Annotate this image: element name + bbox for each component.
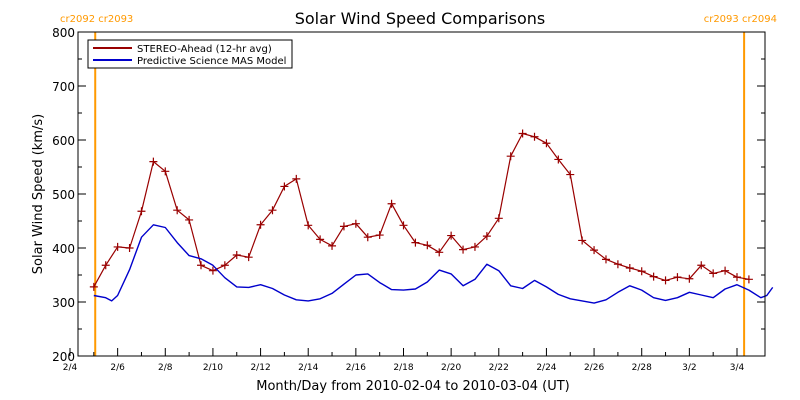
y-axis-ticks: 200 300 400 500 600 700 800: [52, 26, 765, 364]
stereo-ahead-point: [256, 220, 265, 229]
stereo-ahead-point: [673, 273, 682, 282]
stereo-ahead-point: [292, 174, 301, 183]
stereo-ahead-point: [232, 251, 241, 260]
x-tick-label: 2/16: [346, 363, 366, 373]
x-tick-label: 2/28: [632, 363, 652, 373]
stereo-ahead-point: [304, 221, 313, 230]
stereo-ahead-point: [89, 282, 98, 291]
stereo-ahead-point: [351, 219, 360, 228]
stereo-ahead-point: [459, 245, 468, 254]
y-tick-label: 600: [52, 134, 75, 148]
x-tick-label: 2/18: [393, 363, 413, 373]
legend: STEREO-Ahead (12-hr avg) Predictive Scie…: [87, 39, 293, 69]
stereo-ahead-point: [280, 182, 289, 191]
stereo-ahead-point: [578, 236, 587, 245]
stereo-ahead-point: [482, 232, 491, 241]
stereo-ahead-point: [375, 231, 384, 240]
y-axis-label: Solar Wind Speed (km/s): [31, 114, 46, 274]
stereo-ahead-point: [220, 261, 229, 270]
stereo-ahead-point: [590, 246, 599, 255]
stereo-ahead-point: [316, 235, 325, 244]
stereo-ahead-point: [435, 248, 444, 257]
stereo-ahead-point: [161, 167, 170, 176]
stereo-ahead-point: [494, 214, 503, 223]
stereo-ahead-point: [697, 261, 706, 270]
stereo-ahead-point: [649, 272, 658, 281]
y-tick-label: 300: [52, 296, 75, 310]
x-axis-label: Month/Day from 2010-02-04 to 2010-03-04 …: [256, 379, 569, 394]
legend-label-stereo: STEREO-Ahead (12-hr avg): [137, 44, 272, 55]
stereo-ahead-point: [613, 260, 622, 269]
stereo-ahead-point: [554, 155, 563, 164]
stereo-ahead-point: [173, 206, 182, 215]
stereo-ahead-point: [268, 206, 277, 215]
stereo-ahead-point: [113, 242, 122, 251]
legend-box: [87, 39, 293, 69]
stereo-ahead-point: [149, 157, 158, 166]
stereo-ahead-point: [363, 233, 372, 242]
carrington-marker-label: cr2093 cr2094: [704, 14, 777, 25]
series-1: [93, 224, 774, 304]
y-tick-label: 200: [52, 350, 75, 364]
y-tick-label: 400: [52, 242, 75, 256]
x-tick-label: 2/4: [63, 363, 78, 373]
stereo-ahead-point: [733, 273, 741, 282]
stereo-ahead-point: [101, 261, 110, 270]
x-tick-label: 2/14: [298, 363, 318, 373]
stereo-ahead-point: [339, 222, 348, 231]
stereo-ahead-point: [244, 253, 253, 262]
x-tick-label: 2/24: [536, 363, 556, 373]
stereo-ahead-point: [447, 231, 456, 240]
stereo-ahead-point: [625, 263, 634, 272]
stereo-ahead-point: [542, 139, 551, 148]
y-tick-label: 500: [52, 188, 75, 202]
x-tick-label: 2/20: [441, 363, 461, 373]
x-tick-label: 3/2: [682, 363, 696, 373]
stereo-ahead-point: [661, 276, 670, 285]
stereo-ahead-point: [470, 242, 479, 251]
stereo-ahead-point: [399, 221, 408, 230]
stereo-ahead-point: [637, 267, 646, 276]
y-tick-label: 800: [52, 26, 75, 40]
stereo-ahead-point: [185, 215, 194, 224]
y-tick-label: 700: [52, 80, 75, 94]
stereo-ahead-point: [328, 241, 337, 250]
x-tick-label: 2/10: [203, 363, 223, 373]
legend-label-mas: Predictive Science MAS Model: [137, 56, 286, 67]
stereo-ahead-point: [566, 170, 575, 179]
plot-frame: [77, 31, 766, 357]
stereo-ahead-point: [709, 269, 718, 278]
x-axis-ticks: 2/4 2/6 2/8 2/10 2/12 2/14 2/16 2/18 2/20 2/22 2/2…: [63, 348, 745, 373]
stereo-ahead-point: [685, 274, 694, 283]
stereo-ahead-point: [423, 241, 432, 250]
stereo-ahead-line: [93, 132, 750, 288]
x-tick-label: 2/12: [250, 363, 270, 373]
mas-model-line: [93, 224, 774, 304]
stereo-ahead-point: [411, 238, 420, 247]
stereo-ahead-point: [208, 266, 217, 275]
stereo-ahead-point: [197, 261, 206, 270]
series-layer: [89, 129, 774, 304]
stereo-ahead-point: [518, 129, 527, 138]
stereo-ahead-point: [137, 207, 146, 216]
x-tick-label: 2/22: [489, 363, 509, 373]
x-tick-label: 2/6: [110, 363, 125, 373]
stereo-ahead-point: [125, 244, 134, 252]
carrington-markers: cr2092 cr2093 cr2093 cr2094: [60, 14, 777, 356]
stereo-ahead-point: [601, 255, 610, 264]
series-0: [89, 129, 753, 291]
stereo-ahead-point: [721, 266, 730, 275]
x-tick-label: 3/4: [730, 363, 745, 373]
x-tick-label: 2/8: [158, 363, 173, 373]
stereo-ahead-point: [387, 199, 396, 208]
carrington-marker-label: cr2092 cr2093: [60, 14, 133, 25]
stereo-ahead-point: [744, 275, 753, 284]
x-tick-label: 2/26: [584, 363, 604, 373]
chart-title: Solar Wind Speed Comparisons: [295, 9, 546, 28]
stereo-ahead-point: [506, 152, 515, 161]
stereo-ahead-point: [530, 132, 539, 141]
